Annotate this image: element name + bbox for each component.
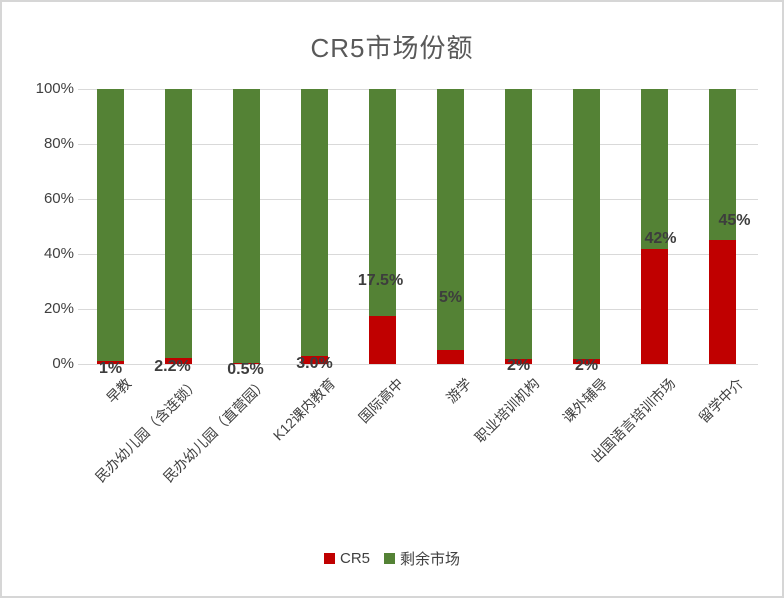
remaining-market-segment: [437, 89, 464, 351]
remaining-market-segment: [301, 89, 328, 356]
x-axis-category-label: 早教: [102, 375, 134, 407]
legend-label-remaining-market: 剩余市场: [400, 551, 461, 568]
gridline-40: [78, 254, 758, 255]
remaining-market-segment: [165, 89, 192, 358]
x-axis-category-label: 国际高中: [354, 375, 406, 426]
bar-3: [233, 89, 260, 364]
cr5-swatch-icon: [323, 553, 335, 564]
chart-title: CR5市场份额: [310, 33, 474, 63]
gridline-60: [78, 199, 758, 200]
cr5-segment: [573, 358, 600, 364]
remaining-market-segment: [573, 89, 600, 359]
gridline-20: [78, 309, 758, 310]
x-axis-category-label: 职业培训机构: [471, 375, 542, 446]
cr5-segment: [437, 350, 464, 364]
data-label-2: 2.2%: [154, 358, 191, 375]
data-label-7: 2%: [506, 357, 531, 374]
data-label-3: 0.5%: [227, 361, 264, 378]
gridline-100: [78, 89, 758, 90]
data-label-8: 2%: [574, 357, 599, 374]
remaining-market-segment: [505, 89, 532, 359]
bar-7: [505, 89, 532, 364]
remaining-market-segment: [709, 89, 736, 241]
remaining-market-segment: [233, 89, 260, 363]
cr5-segment: [301, 355, 328, 364]
data-label-6: 5%: [438, 289, 463, 306]
data-label-9: 42%: [644, 230, 677, 247]
bar-2: [165, 89, 192, 364]
bar-6: [437, 89, 464, 364]
y-axis-tick-label: 40%: [43, 245, 74, 262]
y-axis-tick-label: 20%: [43, 300, 74, 317]
data-label-4: 3.0%: [296, 355, 333, 372]
x-axis-category-label: 出国语言培训市场: [587, 375, 678, 466]
cr5-segment: [97, 361, 124, 364]
cr5-segment: [165, 357, 192, 364]
chart-legend: CR5 剩余市场: [2, 548, 782, 569]
bar-8: [573, 89, 600, 364]
x-axis-category-label: 游学: [442, 375, 474, 407]
x-axis-category-label: 课外辅导: [558, 375, 610, 426]
x-axis-category-label: 留学中介: [694, 375, 746, 426]
y-axis-tick-label: 100%: [35, 80, 74, 97]
data-label-10: 45%: [718, 212, 751, 229]
legend-item-cr5: CR5: [323, 550, 370, 567]
gridline-0: [78, 364, 758, 365]
cr5-segment: [505, 358, 532, 364]
bar-4: [301, 89, 328, 364]
remaining-market-segment: [641, 89, 668, 249]
y-axis-tick-label: 80%: [43, 135, 74, 152]
data-label-5: 17.5%: [357, 272, 404, 289]
gridline-80: [78, 144, 758, 145]
bar-5: [369, 89, 396, 364]
x-axis-category-label: 民办幼儿园（含连锁）: [91, 375, 202, 486]
cr5-segment: [369, 315, 396, 364]
cr5-segment: [641, 248, 668, 364]
bar-9: [641, 89, 668, 364]
y-axis-tick-label: 0%: [52, 355, 74, 372]
x-axis-category-label: 民办幼儿园（直营园）: [159, 375, 270, 486]
x-axis-category-label: K12课内教育: [269, 375, 338, 444]
y-axis-tick-label: 60%: [43, 190, 74, 207]
bar-1: [97, 89, 124, 364]
remaining-market-segment: [97, 89, 124, 362]
cr5-segment: [233, 362, 260, 364]
legend-item-remaining-market: 剩余市场: [384, 548, 460, 569]
remaining-market-segment: [369, 89, 396, 316]
data-label-1: 1%: [98, 360, 123, 377]
bar-10: [709, 89, 736, 364]
legend-label-cr5: CR5: [339, 550, 370, 567]
remaining-market-swatch-icon: [384, 553, 395, 564]
cr5-segment: [709, 240, 736, 364]
